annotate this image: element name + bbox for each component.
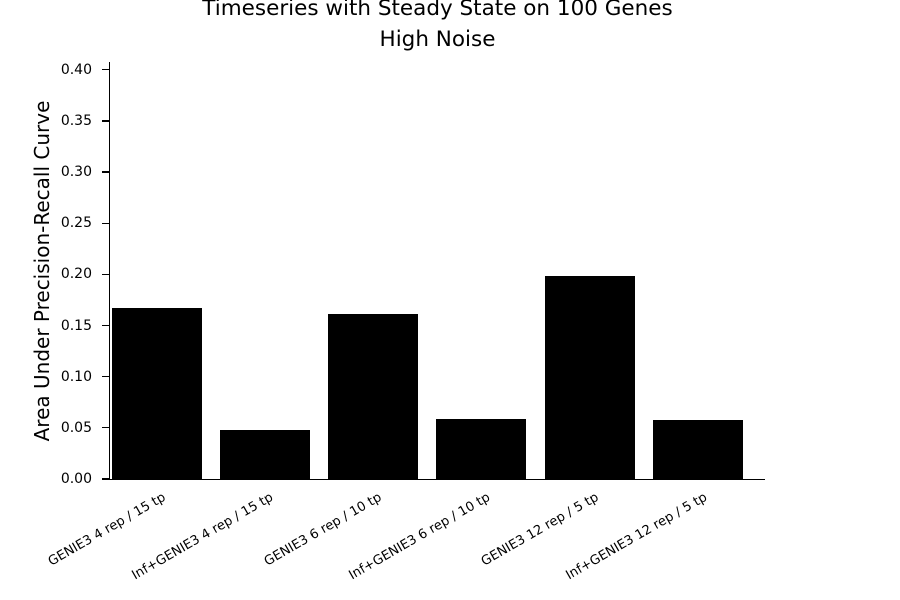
y-tick-mark — [102, 478, 109, 480]
chart-title-block: Timeseries with Steady State on 100 Gene… — [110, 0, 765, 55]
y-tick-label: 0.35 — [60, 112, 92, 129]
chart-subtitle: High Noise — [379, 27, 496, 52]
y-axis-spine — [108, 61, 110, 481]
y-tick-label: 0.00 — [60, 471, 92, 487]
y-tick-label: 0.40 — [60, 61, 92, 78]
y-tick-mark — [102, 120, 109, 122]
bar — [219, 429, 310, 479]
y-tick-label: 0.25 — [60, 215, 92, 232]
y-tick-mark — [102, 222, 109, 224]
y-tick-mark — [102, 171, 109, 173]
y-tick-mark — [102, 273, 109, 276]
y-tick-mark — [102, 376, 109, 378]
bar — [653, 419, 743, 479]
y-tick-label: 0.20 — [60, 266, 92, 283]
y-tick-label: 0.15 — [60, 317, 92, 334]
y-tick-mark — [102, 427, 109, 429]
bar — [328, 314, 419, 479]
y-tick-label: 0.30 — [60, 164, 92, 181]
bar — [436, 418, 527, 479]
bar — [544, 276, 635, 479]
y-tick-mark — [102, 324, 109, 327]
bar — [111, 308, 202, 479]
x-axis-spine — [108, 479, 765, 481]
y-tick-label: 0.10 — [60, 368, 92, 385]
y-tick-mark — [102, 69, 109, 71]
chart-title: Timeseries with Steady State on 100 Gene… — [202, 0, 673, 21]
y-tick-label: 0.05 — [60, 419, 92, 436]
